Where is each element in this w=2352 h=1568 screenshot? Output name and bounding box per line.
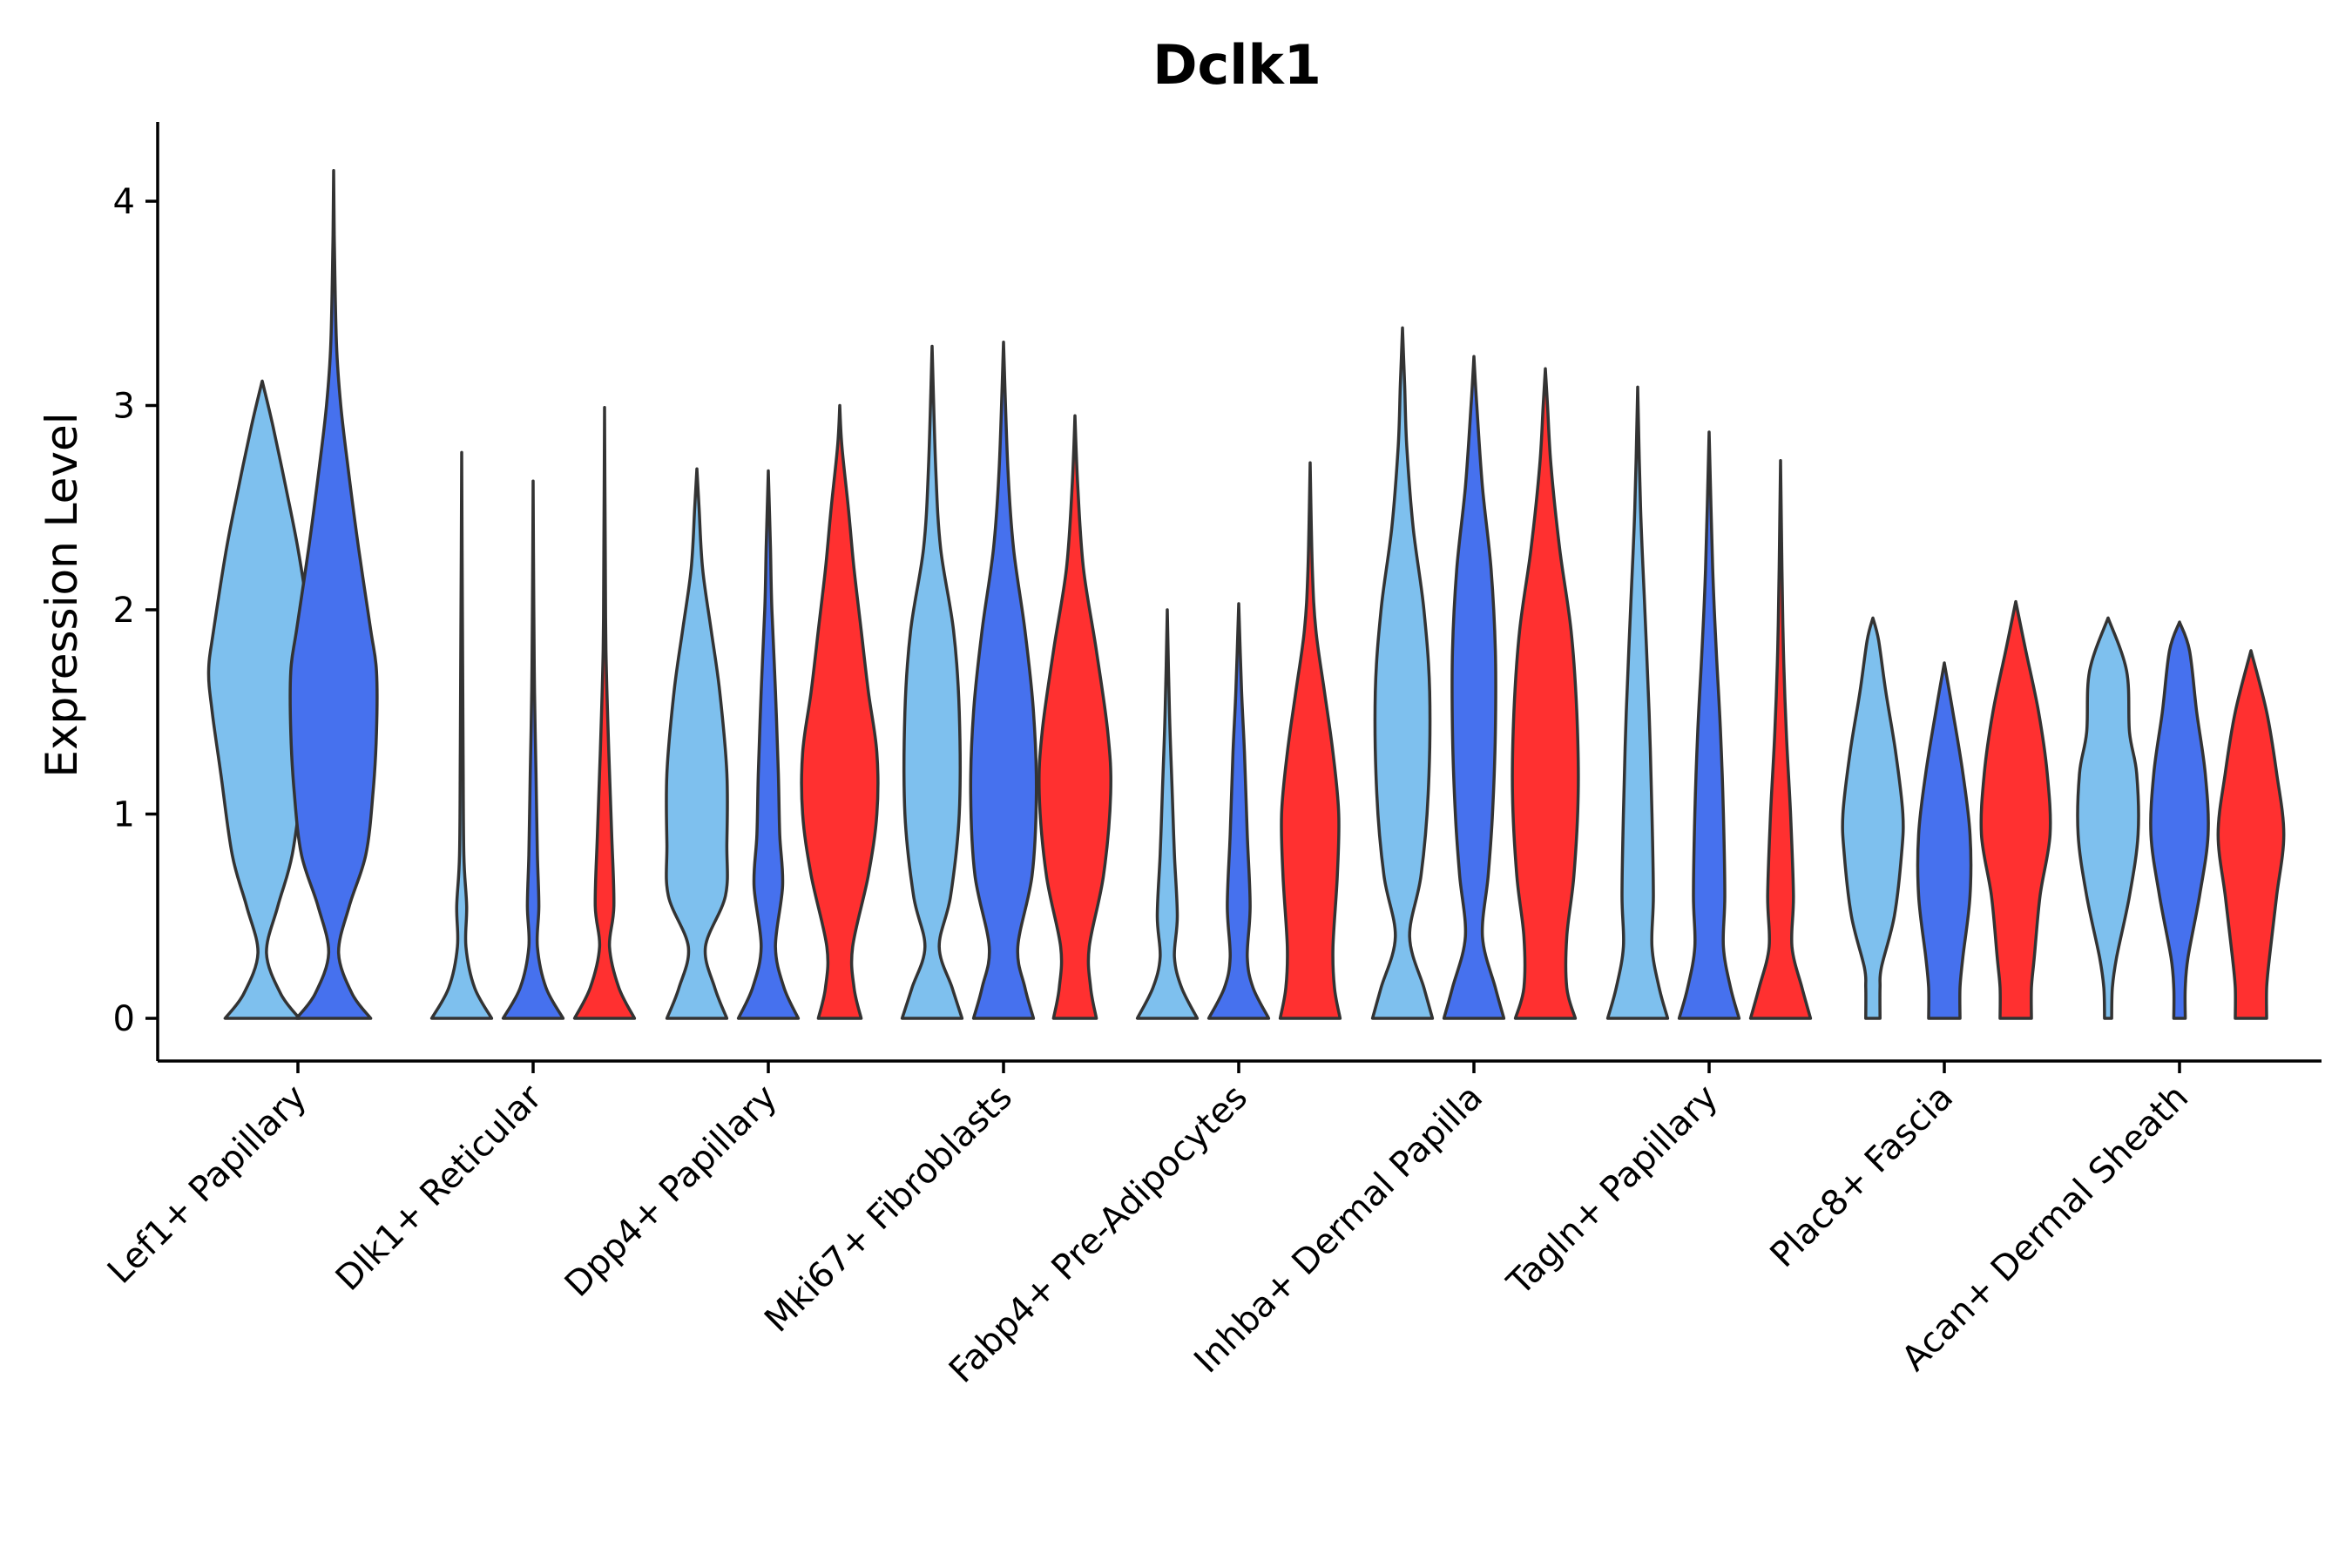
y-tick-label: 1 bbox=[113, 795, 135, 835]
violin-dpp4-papillary-3 bbox=[800, 403, 880, 1020]
violins-layer bbox=[206, 169, 2286, 1020]
violin-inhba-dermal-papilla-3 bbox=[1511, 367, 1580, 1020]
violin-acan-dermal-sheath-1 bbox=[2076, 616, 2140, 1020]
violin-dpp4-papillary-1 bbox=[665, 467, 729, 1020]
violin-mki67-fibroblasts-3 bbox=[1037, 414, 1112, 1020]
violin-group-dlk1-reticular bbox=[429, 406, 637, 1020]
violin-tagln-papillary-1 bbox=[1605, 385, 1670, 1020]
y-tick-label: 0 bbox=[113, 999, 135, 1039]
violin-group-lef1-papillary bbox=[206, 169, 379, 1020]
y-axis-label: Expression Level bbox=[37, 412, 87, 777]
violin-dlk1-reticular-1 bbox=[429, 450, 494, 1020]
violin-dlk1-reticular-3 bbox=[572, 406, 637, 1020]
violin-mki67-fibroblasts-1 bbox=[900, 344, 964, 1020]
violin-group-inhba-dermal-papilla bbox=[1370, 326, 1580, 1020]
chart-title: Dclk1 bbox=[1152, 33, 1321, 97]
violin-tagln-papillary-2 bbox=[1677, 430, 1741, 1020]
violin-plac8-fascia-2 bbox=[1916, 661, 1973, 1020]
x-tick-label: Lef1+ Papillary bbox=[100, 1078, 314, 1292]
x-tick-label: Mki67+ Fibroblasts bbox=[757, 1078, 1020, 1341]
violin-group-mki67-fibroblasts bbox=[900, 341, 1112, 1020]
x-tick-label: Tagln+ Papillary bbox=[1499, 1078, 1726, 1304]
violin-fabp4-pre-adipocytes-3 bbox=[1278, 461, 1342, 1020]
y-tick-label: 4 bbox=[113, 182, 135, 222]
violin-group-fabp4-pre-adipocytes bbox=[1135, 461, 1342, 1020]
violin-group-tagln-papillary bbox=[1605, 385, 1813, 1020]
violin-tagln-papillary-3 bbox=[1748, 459, 1813, 1020]
y-tick-label: 3 bbox=[113, 387, 135, 427]
violin-plac8-fascia-3 bbox=[1979, 599, 2052, 1020]
x-tick-label: Dpp4+ Papillary bbox=[558, 1078, 785, 1305]
violin-inhba-dermal-papilla-1 bbox=[1370, 326, 1435, 1020]
violin-plac8-fascia-1 bbox=[1841, 616, 1905, 1020]
violin-acan-dermal-sheath-3 bbox=[2216, 649, 2286, 1020]
violin-lef1-papillary-2 bbox=[288, 169, 379, 1020]
violin-group-acan-dermal-sheath bbox=[2076, 616, 2286, 1020]
violin-inhba-dermal-papilla-2 bbox=[1442, 355, 1506, 1020]
violin-group-plac8-fascia bbox=[1841, 599, 2052, 1020]
violin-mki67-fibroblasts-2 bbox=[969, 341, 1038, 1020]
violin-fabp4-pre-adipocytes-1 bbox=[1135, 608, 1200, 1020]
violin-acan-dermal-sheath-2 bbox=[2149, 620, 2210, 1020]
violin-group-dpp4-papillary bbox=[665, 403, 880, 1020]
y-tick-label: 2 bbox=[113, 591, 135, 631]
violin-dpp4-papillary-2 bbox=[736, 469, 801, 1020]
x-tick-label: Plac8+ Fascia bbox=[1763, 1078, 1962, 1276]
violin-lef1-papillary-1 bbox=[206, 379, 318, 1020]
violin-fabp4-pre-adipocytes-2 bbox=[1206, 602, 1271, 1020]
x-tick-label: Dlk1+ Reticular bbox=[328, 1077, 551, 1299]
violin-dlk1-reticular-2 bbox=[501, 479, 565, 1020]
